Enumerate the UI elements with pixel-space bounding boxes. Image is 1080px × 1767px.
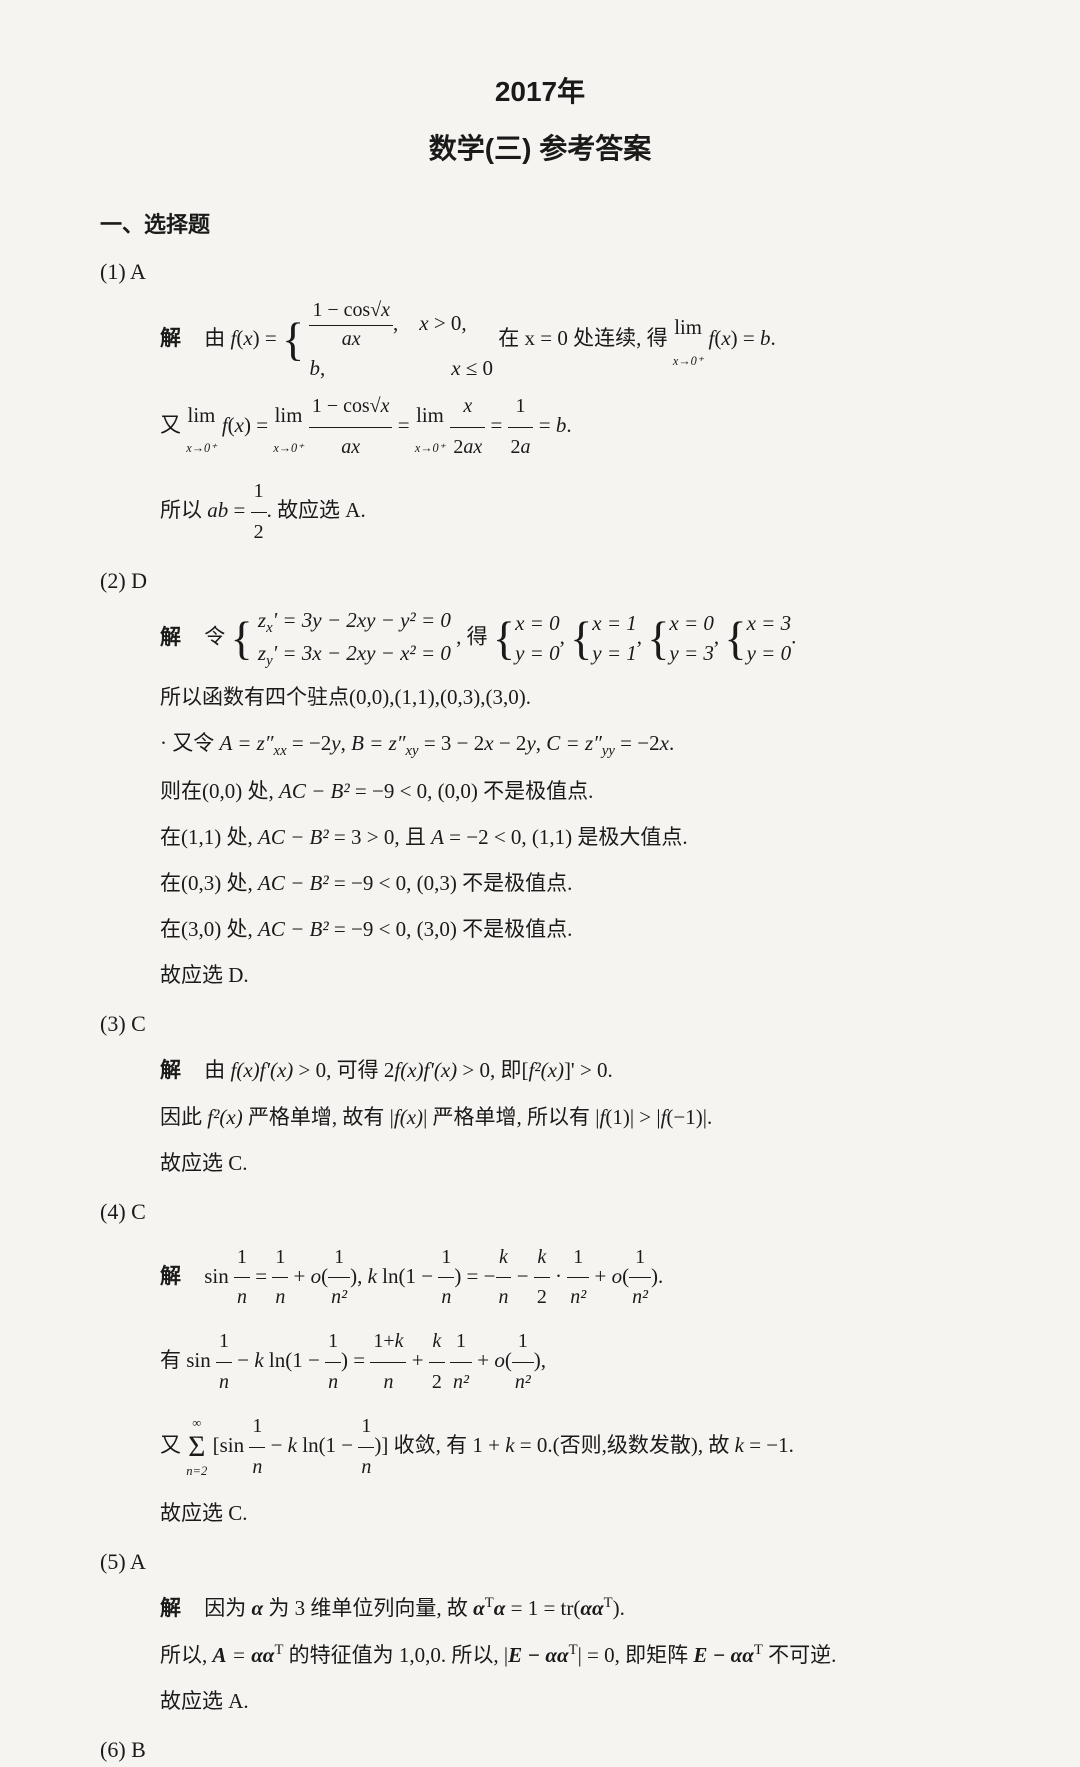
- q5-solution: 解 因为 α 为 3 维单位列向量, 故 αTα = 1 = tr(ααT). …: [100, 1587, 980, 1722]
- q3-line3: 故应选 C.: [160, 1142, 980, 1184]
- limit-symbol: limx→0⁺: [673, 307, 703, 373]
- brace-icon: {: [231, 618, 253, 660]
- q3-line1: 解 由 f(x)f'(x) > 0, 可得 2f(x)f'(x) > 0, 即[…: [160, 1049, 980, 1092]
- q2-line6: 在(0,3) 处, AC − B² = −9 < 0, (0,3) 不是极值点.: [160, 862, 980, 904]
- q1-text1b: 在 x = 0 处连续, 得: [498, 326, 673, 350]
- q4-line3: 又 ∞Σn=2 [sin 1n − k ln(1 − 1n)] 收敛, 有 1 …: [160, 1407, 980, 1488]
- q1-line2: 又 limx→0⁺ f(x) = limx→0⁺ 1 − cos√xax = l…: [160, 387, 980, 468]
- brace-icon: {: [282, 319, 304, 361]
- q4-line1: 解 sin 1n = 1n + o(1n²), k ln(1 − 1n) = −…: [160, 1238, 980, 1319]
- q2-line5: 在(1,1) 处, AC − B² = 3 > 0, 且 A = −2 < 0,…: [160, 816, 980, 858]
- jie-label: 解: [160, 1597, 181, 1620]
- piecewise-content: 1 − cos√xax, x > 0, b, x ≤ 0: [309, 297, 493, 383]
- q1-text1: 由: [204, 326, 230, 350]
- q2-text1b: , 得: [456, 625, 493, 649]
- jie-label: 解: [160, 626, 181, 649]
- q2-line7: 在(3,0) 处, AC − B² = −9 < 0, (3,0) 不是极值点.: [160, 908, 980, 950]
- q2-line4: 则在(0,0) 处, AC − B² = −9 < 0, (0,0) 不是极值点…: [160, 770, 980, 812]
- brace-icon: {: [724, 618, 746, 660]
- q2-line1: 解 令 { zx' = 3y − 2xy − y² = 0 zy' = 3x −…: [160, 606, 980, 672]
- q1-line1: 解 由 f(x) = { 1 − cos√xax, x > 0, b, x ≤ …: [160, 297, 980, 383]
- brace-icon: {: [570, 618, 592, 660]
- q2-solution: 解 令 { zx' = 3y − 2xy − y² = 0 zy' = 3x −…: [100, 606, 980, 996]
- page-header: 2017年 数学(三) 参考答案: [100, 70, 980, 172]
- jie-label: 解: [160, 1265, 181, 1288]
- limit-symbol: limx→0⁺: [186, 395, 216, 461]
- limit-symbol: limx→0⁺: [273, 395, 303, 461]
- q3-solution: 解 由 f(x)f'(x) > 0, 可得 2f(x)f'(x) > 0, 即[…: [100, 1049, 980, 1184]
- system-content: zx' = 3y − 2xy − y² = 0 zy' = 3x − 2xy −…: [258, 606, 451, 672]
- q4-solution: 解 sin 1n = 1n + o(1n²), k ln(1 − 1n) = −…: [100, 1238, 980, 1534]
- q1-line3: 所以 ab = 12. 故应选 A.: [160, 472, 980, 553]
- jie-label: 解: [160, 327, 181, 350]
- q2-line3: · 又令 A = z″xx = −2y, B = z″xy = 3 − 2x −…: [160, 722, 980, 767]
- brace-icon: {: [493, 618, 515, 660]
- q2-line2: 所以函数有四个驻点(0,0),(1,1),(0,3),(3,0).: [160, 676, 980, 718]
- q5-num: (5) A: [100, 1544, 980, 1579]
- subtitle: 数学(三) 参考答案: [100, 127, 980, 172]
- year-title: 2017年: [100, 70, 980, 115]
- q5-line3: 故应选 A.: [160, 1680, 980, 1722]
- q5-line2: 所以, A = ααT 的特征值为 1,0,0. 所以, |E − ααT| =…: [160, 1634, 980, 1676]
- jie-label: 解: [160, 1059, 181, 1082]
- q4-line4: 故应选 C.: [160, 1492, 980, 1534]
- q1-fx: f: [231, 326, 237, 350]
- q1-solution: 解 由 f(x) = { 1 − cos√xax, x > 0, b, x ≤ …: [100, 297, 980, 553]
- q4-num: (4) C: [100, 1194, 980, 1229]
- q2-text1a: 令: [204, 625, 230, 649]
- sum-symbol: ∞Σn=2: [186, 1411, 207, 1485]
- q3-line2: 因此 f²(x) 严格单增, 故有 |f(x)| 严格单增, 所以有 |f(1)…: [160, 1096, 980, 1138]
- q4-line2: 有 sin 1n − k ln(1 − 1n) = 1+kn + k2 1n² …: [160, 1322, 980, 1403]
- q3-num: (3) C: [100, 1006, 980, 1041]
- q2-num: (2) D: [100, 563, 980, 598]
- q1-num: (1) A: [100, 254, 980, 289]
- q2-line8: 故应选 D.: [160, 954, 980, 996]
- q6-num: (6) B: [100, 1732, 980, 1767]
- limit-symbol: limx→0⁺: [415, 395, 445, 461]
- brace-icon: {: [647, 618, 669, 660]
- q4-text3a: 又: [160, 1433, 186, 1457]
- section-heading: 一、选择题: [100, 207, 980, 242]
- q5-line1: 解 因为 α 为 3 维单位列向量, 故 αTα = 1 = tr(ααT).: [160, 1587, 980, 1630]
- q1-text2a: 又: [160, 413, 186, 437]
